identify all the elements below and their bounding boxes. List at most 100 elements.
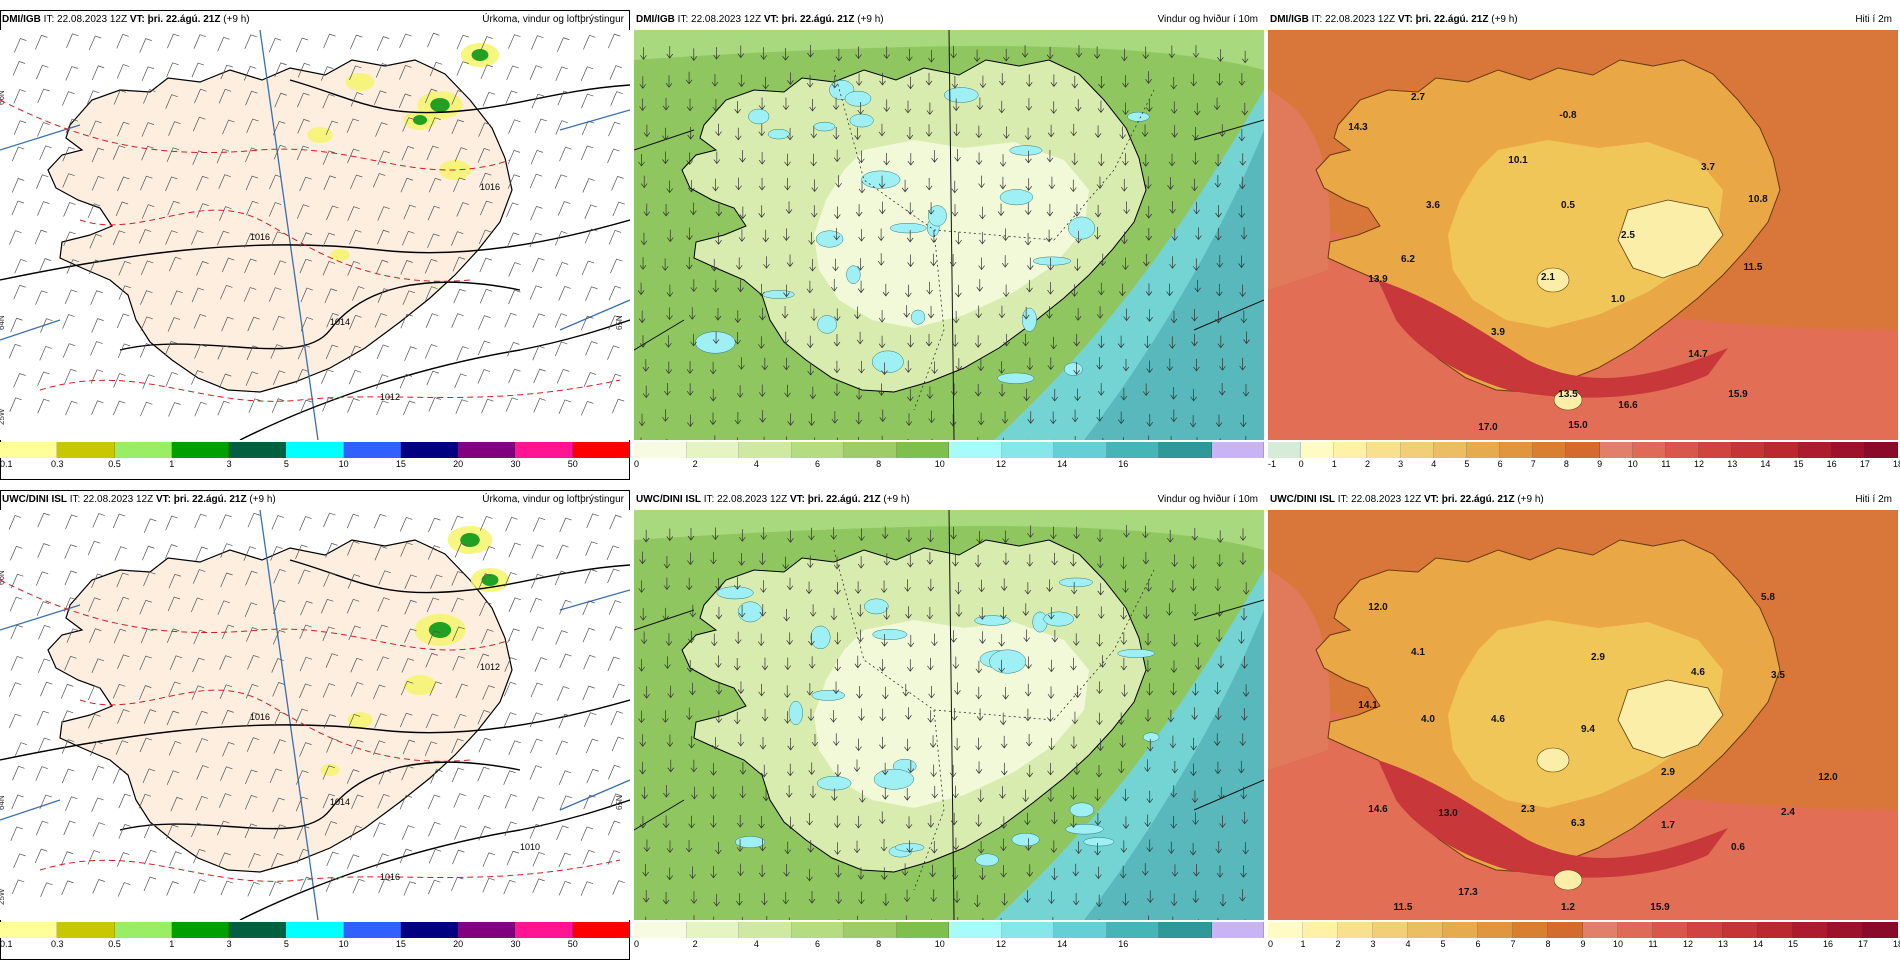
colorbar-swatch xyxy=(1212,442,1265,458)
temperature-label: 15.9 xyxy=(1728,389,1748,400)
init-time: IT: 22.08.2023 12Z xyxy=(44,14,127,25)
colorbar xyxy=(0,922,630,938)
heavy-precip-area xyxy=(430,98,450,112)
colorbar-tick-label: 4 xyxy=(1431,459,1436,469)
gust-patch xyxy=(768,129,789,139)
valid-time-label: VT: xyxy=(1424,494,1439,505)
colorbar-tick-label: 15 xyxy=(396,939,406,949)
colorbar-swatch xyxy=(1699,442,1732,458)
colorbar-tick-label: 10 xyxy=(1613,939,1623,949)
colorbar-swatch xyxy=(115,442,172,458)
gust-patch xyxy=(811,626,830,649)
colorbar-tick-label: 15 xyxy=(1794,459,1804,469)
temperature-label: 2.9 xyxy=(1591,652,1605,663)
temperature-label: 5.8 xyxy=(1761,592,1775,603)
forecast-panel-precip: DMI/IGB IT: 22.08.2023 12Z VT: þri. 22.á… xyxy=(0,10,630,480)
colorbar-tick-label: -1 xyxy=(1268,459,1276,469)
gust-patch xyxy=(812,690,845,700)
colorbar-tick-label: 6 xyxy=(1498,459,1503,469)
temperature-label: 6.2 xyxy=(1401,254,1415,265)
temperature-label: -0.8 xyxy=(1559,110,1577,121)
grid-coordinate-label: 65N xyxy=(615,795,624,810)
temperature-label: 15.9 xyxy=(1650,902,1670,913)
colorbar-tick-label: 1 xyxy=(169,459,174,469)
colorbar-ticks: 0123456789101112131415161718 xyxy=(1268,939,1898,953)
valid-time-label: VT: xyxy=(1398,14,1413,25)
gust-patch xyxy=(911,310,925,324)
colorbar-tick-label: 0 xyxy=(1299,459,1304,469)
colorbar-tick-label: 0.5 xyxy=(108,459,121,469)
model-name: UWC/DINI ISL xyxy=(1270,494,1335,505)
colorbar-swatch xyxy=(286,442,343,458)
colorbar-ticks: -10123456789101112131415161718 xyxy=(1268,459,1898,473)
colorbar-swatch xyxy=(897,922,950,938)
temperature-label: 10.8 xyxy=(1748,194,1768,205)
colorbar-swatch xyxy=(1212,922,1265,938)
colorbar-swatch xyxy=(1334,442,1367,458)
colorbar-swatch xyxy=(1159,442,1212,458)
colorbar-tick-label: 1 xyxy=(1332,459,1337,469)
colorbar-tick-label: 9 xyxy=(1580,939,1585,949)
colorbar-tick-label: 17 xyxy=(1858,939,1868,949)
precip-area xyxy=(320,764,339,776)
colorbar-tick-label: 8 xyxy=(1564,459,1569,469)
colorbar-tick-label: 10 xyxy=(339,459,349,469)
panel-title: Vindur og hviður í 10m xyxy=(1158,490,1258,510)
colorbar-swatch xyxy=(1828,922,1863,938)
colorbar-swatch xyxy=(1367,442,1400,458)
colorbar-swatch xyxy=(1799,442,1832,458)
map-layer xyxy=(634,30,1264,440)
temperature-label: 4.1 xyxy=(1411,647,1425,658)
isobar-label: 1012 xyxy=(380,392,400,402)
gust-patch xyxy=(1118,649,1155,657)
colorbar-swatch xyxy=(1513,922,1548,938)
colorbar-tick-label: 0 xyxy=(634,939,639,949)
colorbar-swatch xyxy=(897,442,950,458)
colorbar-tick-label: 16 xyxy=(1118,939,1128,949)
colorbar-tick-label: 14 xyxy=(1057,939,1067,949)
valid-time-label: VT: xyxy=(130,14,145,25)
panel-header: DMI/IGB IT: 22.08.2023 12Z VT: þri. 22.á… xyxy=(0,10,630,30)
grid-coordinate-label: 65N xyxy=(615,315,624,330)
gust-patch xyxy=(1064,363,1082,376)
gust-patch xyxy=(818,315,837,333)
colorbar-tick-label: 9 xyxy=(1597,459,1602,469)
colorbar-tick-label: 16 xyxy=(1118,459,1128,469)
colorbar-tick-label: 3 xyxy=(1398,459,1403,469)
colorbar-tick-label: 14 xyxy=(1057,459,1067,469)
heavy-precip-area xyxy=(413,115,427,125)
colorbar-tick-label: 3 xyxy=(227,459,232,469)
temperature-label: 4.6 xyxy=(1491,714,1505,725)
colorbar-swatch xyxy=(1373,922,1408,938)
colorbar-swatch xyxy=(1732,442,1765,458)
temperature-label: 1.2 xyxy=(1561,902,1575,913)
forecast-panel-wind: UWC/DINI ISL IT: 22.08.2023 12Z VT: þri.… xyxy=(634,490,1264,960)
temperature-label: 15.0 xyxy=(1568,420,1588,431)
colorbar-tick-label: 16 xyxy=(1823,939,1833,949)
colorbar xyxy=(634,442,1264,458)
gust-patch xyxy=(1084,838,1114,847)
isobar-label: 1016 xyxy=(250,232,270,242)
colorbar-swatch xyxy=(172,442,229,458)
isobar-label: 1012 xyxy=(480,662,500,672)
colorbar-tick-label: 6 xyxy=(815,459,820,469)
colorbar-swatch xyxy=(1107,442,1160,458)
colorbar-tick-label: 14 xyxy=(1753,939,1763,949)
valid-time: þri. 22.ágú. 21Z xyxy=(174,494,247,505)
grid-coordinate-label: 66N xyxy=(0,570,6,585)
panel-header-left: UWC/DINI ISL IT: 22.08.2023 12Z VT: þri.… xyxy=(2,490,276,510)
colorbar-swatch xyxy=(401,442,458,458)
colorbar-tick-label: 0.3 xyxy=(51,459,64,469)
init-time: IT: 22.08.2023 12Z xyxy=(1312,14,1395,25)
colorbar-swatch xyxy=(792,442,845,458)
colorbar-tick-label: 3 xyxy=(1370,939,1375,949)
colorbar-tick-label: 0.5 xyxy=(108,939,121,949)
